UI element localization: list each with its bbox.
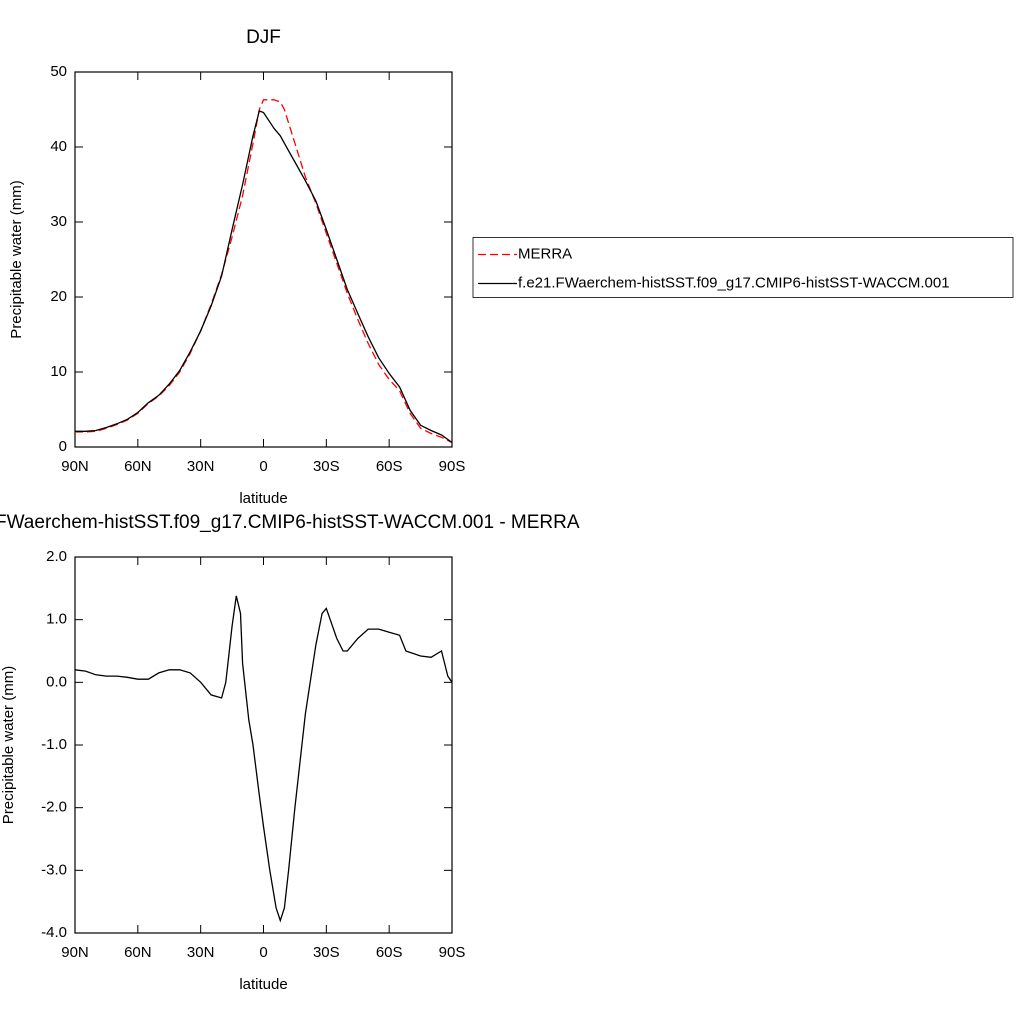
y-axis-label: Precipitable water (mm) bbox=[8, 180, 25, 338]
y-tick-label: -1.0 bbox=[41, 736, 67, 753]
y-axis-label: Precipitable water (mm) bbox=[0, 666, 17, 824]
x-tick-label: 60S bbox=[376, 944, 403, 961]
x-tick-label: 60S bbox=[376, 458, 403, 475]
plot-frame bbox=[74, 556, 453, 934]
y-tick-label: 10 bbox=[50, 363, 67, 380]
y-tick-label: 20 bbox=[50, 288, 67, 305]
x-tick-label: 90S bbox=[439, 944, 466, 961]
x-tick-label: 30N bbox=[187, 458, 215, 475]
x-axis-label: latitude bbox=[239, 976, 287, 993]
x-tick-label: 90S bbox=[439, 458, 466, 475]
x-tick-label: 90N bbox=[61, 944, 89, 961]
data-line bbox=[75, 110, 453, 444]
data-line bbox=[74, 595, 453, 923]
x-tick-label: 0 bbox=[259, 458, 267, 475]
y-tick-label: 30 bbox=[50, 213, 67, 230]
y-tick-label: 50 bbox=[50, 63, 67, 80]
x-tick-label: 90N bbox=[61, 458, 89, 475]
chart-title: f.e21.FWaerchem-histSST.f09_g17.CMIP6-hi… bbox=[0, 512, 580, 533]
y-tick-label: -3.0 bbox=[41, 861, 67, 878]
x-tick-label: 30S bbox=[313, 944, 340, 961]
legend-box bbox=[472, 237, 1014, 298]
x-axis-label: latitude bbox=[239, 490, 287, 507]
y-tick-label: 1.0 bbox=[46, 611, 67, 628]
plot-frame bbox=[74, 71, 453, 448]
x-tick-label: 60N bbox=[124, 944, 152, 961]
x-tick-label: 0 bbox=[259, 944, 267, 961]
y-tick-label: 2.0 bbox=[46, 548, 67, 565]
chart-title: DJF bbox=[246, 27, 281, 48]
legend-label: MERRA bbox=[518, 245, 572, 262]
y-tick-label: -4.0 bbox=[41, 924, 67, 941]
y-tick-label: 40 bbox=[50, 138, 67, 155]
y-tick-label: -2.0 bbox=[41, 799, 67, 816]
legend-label: f.e21.FWaerchem-histSST.f09_g17.CMIP6-hi… bbox=[518, 274, 950, 291]
x-tick-label: 30N bbox=[187, 944, 215, 961]
x-tick-label: 30S bbox=[313, 458, 340, 475]
data-line bbox=[75, 99, 453, 444]
x-tick-label: 60N bbox=[124, 458, 152, 475]
y-tick-label: 0.0 bbox=[46, 673, 67, 690]
y-tick-label: 0 bbox=[59, 438, 67, 455]
